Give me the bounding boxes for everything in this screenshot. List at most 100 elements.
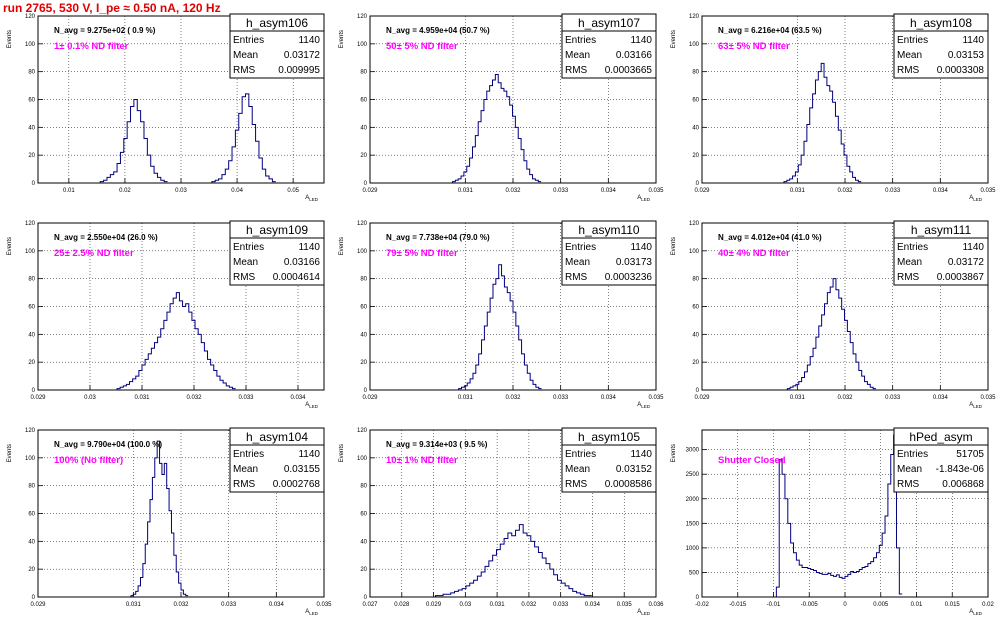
x-axis-title: ALED <box>969 195 983 202</box>
y-tick-label: 120 <box>25 428 36 434</box>
x-tick-label: 0.029 <box>30 395 46 401</box>
x-tick-label: 0.029 <box>362 188 378 194</box>
histogram-name: h_asym108 <box>910 16 972 30</box>
x-tick-label: 0.029 <box>694 188 710 194</box>
histogram-series <box>116 292 236 390</box>
x-tick-label: 0.033 <box>885 188 901 194</box>
stats-label: RMS <box>565 65 588 76</box>
y-axis-title: Events <box>7 30 13 48</box>
x-tick-label: 0.032 <box>186 395 202 401</box>
histogram-svg: 0.029 0.031 0.032 0.033 0.034 0.035 0 20 40 60 80 1… <box>671 13 996 202</box>
navg-label: N_avg = 9.790e+04 (100.0 %) <box>54 440 162 449</box>
histogram-pad-h_asym108: 0.029 0.031 0.032 0.033 0.034 0.035 0 20 40 60 80 1… <box>664 0 996 207</box>
stats-label: Entries <box>565 242 596 253</box>
x-tick-label: 0.029 <box>30 602 46 608</box>
y-axis-title: Events <box>339 30 345 48</box>
histogram-name: h_asym111 <box>911 223 972 237</box>
y-tick-label: 80 <box>360 70 367 76</box>
y-tick-label: 100 <box>689 249 700 255</box>
stats-label: RMS <box>897 272 920 283</box>
x-axis-title: ALED <box>305 609 319 616</box>
stats-box <box>893 220 989 286</box>
histogram-pad-hPed_asym: -0.02 -0.015 -0.01 -0.005 0 0.005 0.01 0.015 0.0… <box>664 414 996 621</box>
x-tick-label: 0.028 <box>394 602 410 608</box>
stats-value: 0.03152 <box>616 464 653 475</box>
x-tick-label: 0.029 <box>694 395 710 401</box>
x-tick-label: 0.034 <box>585 602 601 608</box>
x-tick-label: 0.031 <box>134 395 150 401</box>
x-axis-title: ALED <box>969 609 983 616</box>
x-tick-label: -0.005 <box>801 602 819 608</box>
stats-value: 1140 <box>630 35 652 46</box>
histogram-name: h_asym105 <box>578 430 640 444</box>
x-tick-label: 0.031 <box>790 395 806 401</box>
stats-value: 0.0003308 <box>937 65 985 76</box>
stats-value: 0.03172 <box>284 50 321 61</box>
x-tick-label: 0.03 <box>459 602 471 608</box>
stats-value: 1140 <box>962 35 984 46</box>
y-tick-label: 120 <box>25 221 36 227</box>
stats-value: 0.0003236 <box>605 272 653 283</box>
stats-box <box>561 13 657 79</box>
y-tick-label: 0 <box>32 388 36 394</box>
histogram-pad-h_asym104: 0.029 0.031 0.032 0.033 0.034 0.035 0 20 40 60 80 1… <box>0 414 332 621</box>
stats-value: 1140 <box>298 242 320 253</box>
y-tick-label: 80 <box>692 70 699 76</box>
y-tick-label: 60 <box>692 305 699 311</box>
stats-value: 0.03166 <box>284 257 321 268</box>
stats-label: RMS <box>897 479 920 490</box>
stats-value: 0.0004614 <box>273 272 321 283</box>
histogram-svg: 0.029 0.031 0.032 0.033 0.034 0.035 0 20 40 60 80 1… <box>671 220 996 409</box>
histogram-name: h_asym104 <box>246 430 308 444</box>
y-tick-label: 120 <box>357 428 368 434</box>
y-tick-label: 40 <box>360 539 367 545</box>
y-tick-label: 2500 <box>686 472 700 478</box>
y-tick-label: 100 <box>25 249 36 255</box>
x-tick-label: 0.031 <box>126 602 142 608</box>
y-tick-label: 60 <box>360 305 367 311</box>
y-axis-title: Events <box>339 444 345 462</box>
stats-label: Entries <box>565 35 596 46</box>
x-tick-label: 0.05 <box>287 188 299 194</box>
x-tick-label: 0.032 <box>505 395 521 401</box>
stats-box <box>229 13 325 79</box>
x-tick-label: 0 <box>843 602 847 608</box>
histogram-svg: 0.01 0.02 0.03 0.04 0.05 0 20 40 60 80 100 120 Event… <box>7 13 325 202</box>
x-axis-title: ALED <box>305 195 319 202</box>
x-tick-label: -0.015 <box>729 602 747 608</box>
x-tick-label: 0.034 <box>933 188 949 194</box>
x-tick-label: -0.02 <box>695 602 709 608</box>
filter-annotation: 50± 5% ND filter <box>386 41 458 52</box>
y-axis-title: Events <box>671 237 677 255</box>
histogram-pad-h_asym110: 0.029 0.031 0.032 0.033 0.034 0.035 0 20 40 60 80 1… <box>332 207 664 414</box>
x-tick-label: 0.01 <box>63 188 75 194</box>
histogram-series <box>130 440 189 597</box>
y-axis-title: Events <box>339 237 345 255</box>
stats-value: 51705 <box>956 449 984 460</box>
x-tick-label: 0.015 <box>945 602 961 608</box>
y-tick-label: 80 <box>28 70 35 76</box>
y-tick-label: 100 <box>25 456 36 462</box>
y-tick-label: 80 <box>360 277 367 283</box>
x-tick-label: 0.027 <box>362 602 378 608</box>
y-tick-label: 80 <box>360 484 367 490</box>
stats-value: 1140 <box>962 242 984 253</box>
stats-value: 0.0002768 <box>273 479 321 490</box>
y-tick-label: 20 <box>28 153 35 159</box>
stats-value: 0.03155 <box>284 464 321 475</box>
y-tick-label: 0 <box>696 388 700 394</box>
x-tick-label: 0.033 <box>553 395 569 401</box>
histogram-name: h_asym106 <box>246 16 308 30</box>
y-tick-label: 60 <box>360 512 367 518</box>
filter-annotation: 63± 5% ND filter <box>718 41 790 52</box>
stats-value: -1.843e-06 <box>936 464 985 475</box>
x-tick-label: 0.032 <box>837 188 853 194</box>
page-title: run 2765, 530 V, I_pe ≈ 0.50 nA, 120 Hz <box>3 1 221 15</box>
x-tick-label: 0.02 <box>982 602 994 608</box>
y-tick-label: 40 <box>692 125 699 131</box>
y-tick-label: 0 <box>364 181 368 187</box>
x-tick-label: 0.033 <box>238 395 254 401</box>
x-tick-label: 0.035 <box>617 602 633 608</box>
histogram-series <box>99 93 276 183</box>
stats-box <box>893 427 989 493</box>
